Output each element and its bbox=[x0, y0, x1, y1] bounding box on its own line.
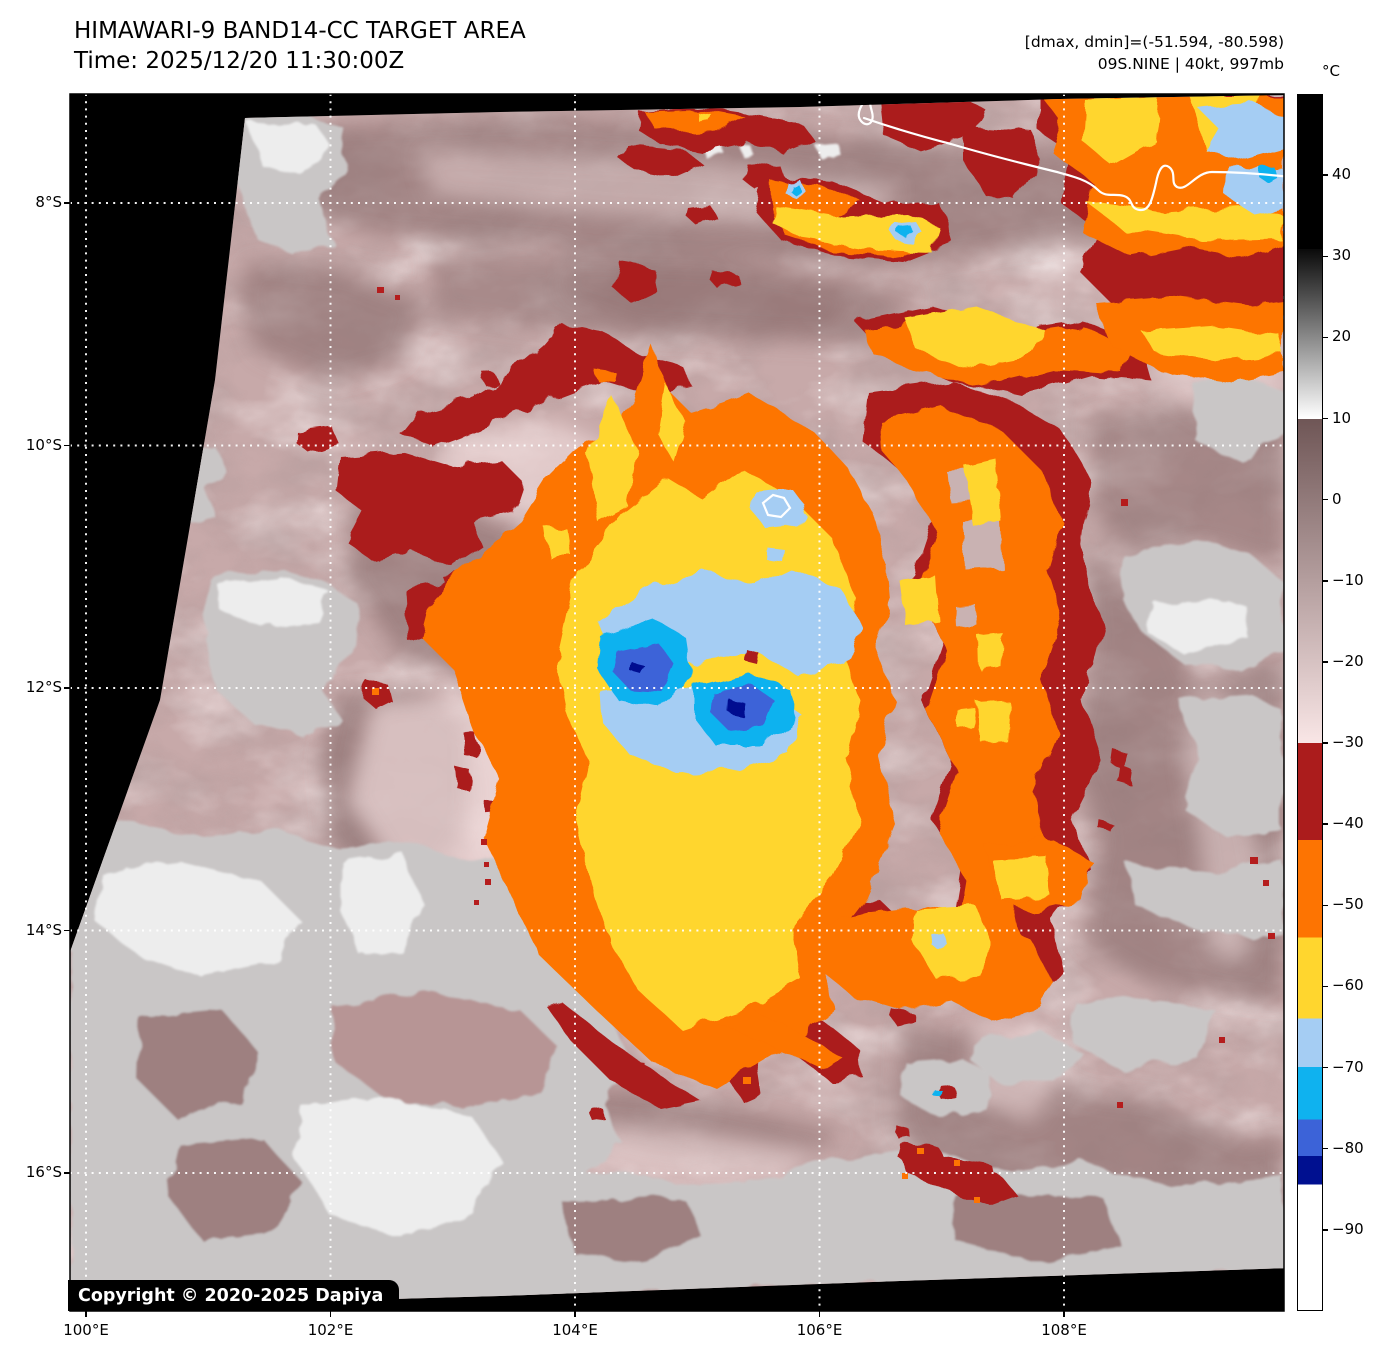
graticule-gridlines bbox=[70, 94, 1284, 1311]
colorbar-tick bbox=[1323, 985, 1328, 988]
island-outline bbox=[761, 493, 792, 519]
x-axis-label: 104°E bbox=[552, 1321, 598, 1339]
y-axis-label: 10°S bbox=[25, 435, 62, 454]
colorbar-tick bbox=[1323, 1229, 1328, 1231]
colorbar-tick-label: −70 bbox=[1332, 1057, 1364, 1076]
enh-navy bbox=[632, 663, 746, 717]
colorbar-tick-label: 20 bbox=[1332, 327, 1352, 346]
y-axis-tick bbox=[64, 1172, 70, 1174]
storm-intensity-annotation: 09S.NINE | 40kt, 997mb bbox=[1097, 55, 1284, 73]
x-axis-label: 102°E bbox=[307, 1321, 354, 1339]
y-axis-label: 8°S bbox=[35, 193, 62, 211]
colorbar-tick bbox=[1323, 904, 1328, 907]
dmax-dmin-annotation: [dmax, dmin]=(-51.594, -80.598) bbox=[1024, 33, 1284, 51]
y-axis-tick bbox=[64, 929, 70, 932]
y-axis-tick bbox=[64, 202, 70, 204]
colorbar-unit-label: °C bbox=[1322, 62, 1340, 80]
x-axis-tick bbox=[329, 1311, 332, 1317]
colorbar-tick-label: −80 bbox=[1332, 1138, 1364, 1157]
colorbar-tick-label: −20 bbox=[1332, 651, 1364, 670]
colorbar-tick-label: 40 bbox=[1332, 165, 1352, 184]
colorbar-tick bbox=[1323, 336, 1328, 339]
colorbar-tick-label: −60 bbox=[1332, 976, 1364, 995]
colorbar-tick-label: −30 bbox=[1332, 733, 1364, 752]
x-axis-label: 108°E bbox=[1041, 1321, 1087, 1339]
satellite-swath bbox=[70, 95, 1284, 1308]
colorbar-tick-label: −40 bbox=[1332, 814, 1364, 833]
orange-specks bbox=[372, 688, 980, 1203]
colorbar-tick bbox=[1323, 417, 1328, 420]
colorbar-tick bbox=[1323, 580, 1328, 582]
colorbar-tick-label: −90 bbox=[1332, 1219, 1364, 1238]
y-axis-tick bbox=[64, 444, 70, 447]
gray-cloud-layer bbox=[70, 112, 1284, 1308]
colorbar-tick bbox=[1323, 823, 1328, 825]
colorbar-tick bbox=[1323, 255, 1328, 258]
colorbar-tick-label: 10 bbox=[1332, 408, 1352, 427]
copyright-badge: Copyright © 2020-2025 Dapiya bbox=[68, 1280, 400, 1311]
colorbar-tick bbox=[1323, 1066, 1328, 1069]
colorbar-tick-label: 0 bbox=[1332, 489, 1342, 508]
y-axis-label: 12°S bbox=[25, 678, 62, 696]
figure-timestamp: Time: 2025/12/20 11:30:00Z bbox=[74, 48, 405, 74]
colorbar-tick bbox=[1323, 661, 1328, 663]
colorbar-tick-label: −10 bbox=[1332, 570, 1364, 589]
x-axis-label: 106°E bbox=[796, 1321, 843, 1339]
colorbar-tick bbox=[1323, 174, 1328, 176]
cold-cloud-enhancement-layer bbox=[295, 95, 1284, 1206]
colorbar-tick-label: −50 bbox=[1332, 895, 1364, 914]
figure-title: HIMAWARI-9 BAND14-CC TARGET AREA bbox=[74, 18, 526, 44]
x-axis-tick bbox=[574, 1311, 576, 1317]
y-axis-tick bbox=[64, 687, 70, 689]
colorbar-tick bbox=[1323, 742, 1328, 744]
y-axis-label: 14°S bbox=[25, 920, 62, 939]
colorbar-tick bbox=[1323, 1147, 1328, 1150]
colorbar-tick bbox=[1323, 498, 1328, 501]
x-axis-tick bbox=[818, 1311, 821, 1317]
x-axis-tick bbox=[1063, 1311, 1065, 1317]
plot-frame bbox=[69, 93, 1285, 1312]
colorbar-tick-label: 30 bbox=[1332, 246, 1352, 265]
enh-lightblue bbox=[598, 104, 1284, 948]
y-axis-label: 16°S bbox=[25, 1163, 62, 1181]
eye-warm-spot bbox=[745, 649, 759, 664]
temperature-colorbar bbox=[1297, 94, 1323, 1311]
x-axis-label: 100°E bbox=[63, 1321, 109, 1339]
red-specks bbox=[377, 287, 1275, 1108]
x-axis-tick bbox=[85, 1311, 87, 1317]
